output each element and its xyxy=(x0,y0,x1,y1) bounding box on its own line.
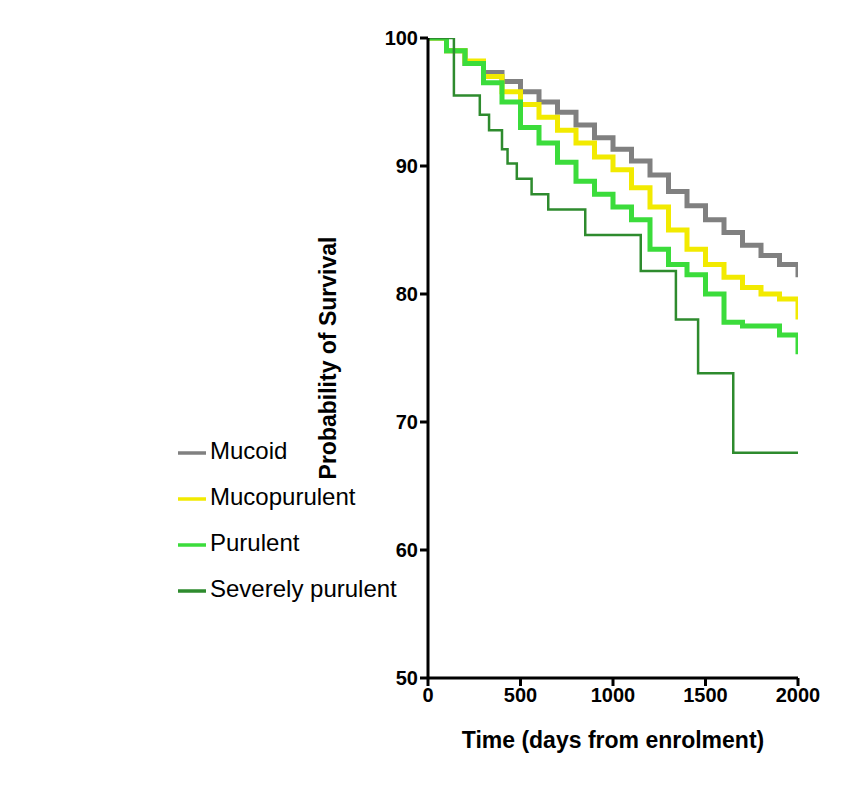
svg-text:60: 60 xyxy=(396,539,418,561)
html-text:Mucoid: Mucoid xyxy=(210,437,288,464)
svg-text:Probability of Survival: Probability of Survival xyxy=(315,237,341,480)
svg-text:500: 500 xyxy=(504,684,537,706)
html-text:Severely purulent: Severely purulent xyxy=(210,575,397,602)
svg-text:Time (days from enrolment): Time (days from enrolment) xyxy=(462,727,764,753)
svg-text:1000: 1000 xyxy=(591,684,636,706)
svg-text:80: 80 xyxy=(396,283,418,305)
html-text:Mucopurulent: Mucopurulent xyxy=(210,483,356,510)
svg-text:90: 90 xyxy=(396,155,418,177)
svg-text:100: 100 xyxy=(385,27,418,49)
svg-text:0: 0 xyxy=(422,684,433,706)
html-text:Purulent: Purulent xyxy=(210,529,300,556)
svg-text:2000: 2000 xyxy=(776,684,821,706)
svg-text:1500: 1500 xyxy=(683,684,728,706)
svg-text:70: 70 xyxy=(396,411,418,433)
svg-text:50: 50 xyxy=(396,667,418,689)
